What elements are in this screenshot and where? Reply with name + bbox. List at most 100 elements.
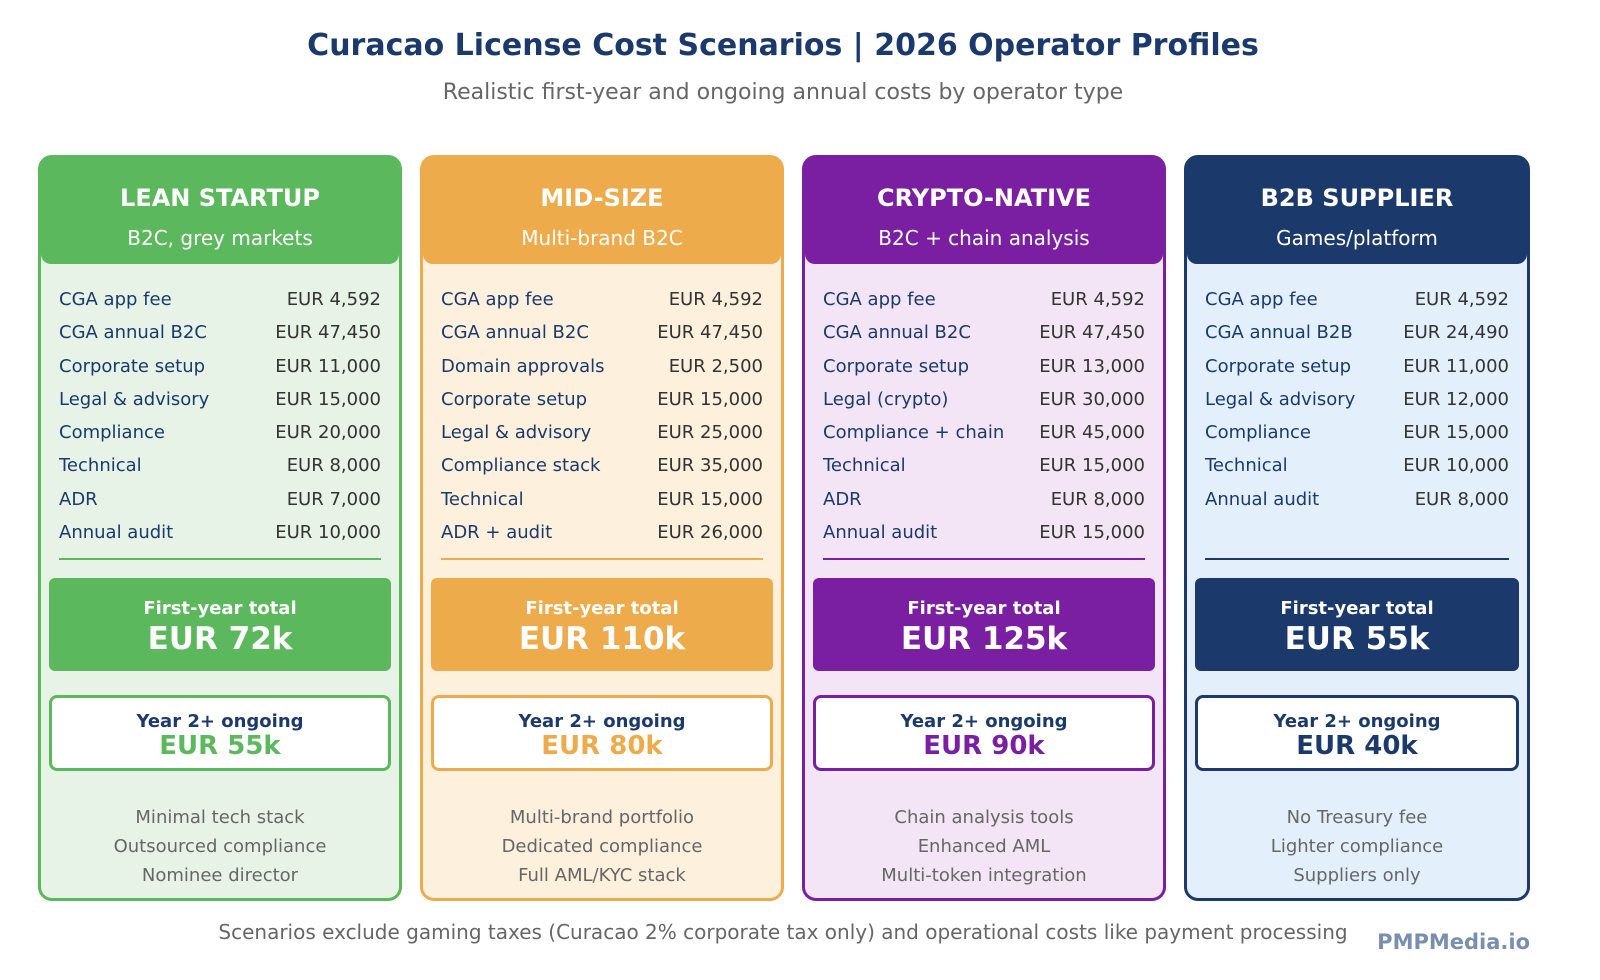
ongoing-total: EUR 55k [159, 731, 281, 761]
cost-amount: EUR 12,000 [1403, 388, 1509, 410]
card-subtitle: B2C, grey markets [127, 226, 313, 250]
cost-amount: EUR 20,000 [275, 422, 381, 444]
cost-label: Domain approvals [441, 355, 605, 377]
ongoing-box: Year 2+ ongoing EUR 80k [431, 695, 773, 771]
cost-amount: EUR 47,450 [275, 322, 381, 344]
cost-row: ADR EUR 7,000 [59, 485, 381, 518]
card: LEAN STARTUP B2C, grey markets CGA app fee… [38, 155, 402, 901]
note: Outsourced compliance [113, 836, 327, 857]
cost-row: CGA app fee EUR 4,592 [823, 285, 1145, 318]
cost-label: Legal & advisory [59, 388, 210, 410]
cost-label: Compliance [1205, 422, 1311, 444]
cost-label: ADR + audit [441, 522, 553, 544]
cost-label: Corporate setup [59, 355, 206, 377]
cost-amount: EUR 10,000 [1403, 455, 1509, 477]
cost-amount: EUR 15,000 [657, 388, 763, 410]
first-year-label: First-year total [1280, 598, 1434, 619]
cost-row: Compliance + chain EUR 45,000 [823, 418, 1145, 451]
title: Curacao License Cost Scenarios | 2026 Op… [307, 28, 1259, 63]
cost-row: CGA app fee EUR 4,592 [441, 285, 763, 318]
cost-row: Corporate setup EUR 13,000 [823, 352, 1145, 385]
cost-label: Annual audit [59, 522, 174, 544]
cost-amount: EUR 35,000 [657, 455, 763, 477]
cost-row: CGA annual B2C EUR 47,450 [59, 318, 381, 351]
ongoing-box: Year 2+ ongoing EUR 40k [1195, 695, 1519, 771]
note: Full AML/KYC stack [518, 865, 686, 886]
cost-row: Corporate setup EUR 11,000 [1205, 352, 1509, 385]
cost-label: Technical [441, 488, 524, 510]
divider [59, 558, 381, 560]
cost-label: CGA annual B2C [823, 322, 971, 344]
note: Lighter compliance [1270, 836, 1444, 857]
cost-amount: EUR 30,000 [1039, 388, 1145, 410]
cost-amount: EUR 47,450 [657, 322, 763, 344]
divider [441, 558, 763, 560]
note: Dedicated compliance [501, 836, 703, 857]
ongoing-box: Year 2+ ongoing EUR 90k [813, 695, 1155, 771]
cost-amount: EUR 2,500 [668, 355, 763, 377]
cost-row: ADR + audit EUR 26,000 [441, 518, 763, 551]
cost-amount: EUR 8,000 [1050, 488, 1145, 510]
note: Suppliers only [1293, 865, 1421, 886]
note: Nominee director [141, 865, 299, 886]
cost-amount: EUR 8,000 [1414, 488, 1509, 510]
cost-amount: EUR 24,490 [1403, 322, 1509, 344]
cost-label: Legal & advisory [441, 422, 592, 444]
cost-row: Corporate setup EUR 15,000 [441, 385, 763, 418]
cost-amount: EUR 15,000 [1403, 422, 1509, 444]
cost-label: Technical [823, 455, 906, 477]
cost-amount: EUR 11,000 [275, 355, 381, 377]
cost-row: ADR EUR 8,000 [823, 485, 1145, 518]
card-header: B2B SUPPLIER Games/platform [1187, 158, 1527, 264]
cost-row: Compliance EUR 20,000 [59, 418, 381, 451]
cost-label: Legal (crypto) [823, 388, 949, 410]
first-year-box: First-year total EUR 125k [813, 578, 1155, 671]
card-header: MID-SIZE Multi-brand B2C [423, 158, 781, 264]
cost-label: Legal & advisory [1205, 388, 1356, 410]
cost-amount: EUR 4,592 [1414, 289, 1509, 310]
ongoing-total: EUR 40k [1296, 731, 1418, 761]
cost-row: CGA app fee EUR 4,592 [1205, 285, 1509, 318]
first-year-total: EUR 125k [900, 621, 1068, 657]
card-title: B2B SUPPLIER [1260, 184, 1454, 212]
cost-row: Technical EUR 8,000 [59, 451, 381, 484]
cost-row: Annual audit EUR 15,000 [823, 518, 1145, 551]
first-year-label: First-year total [525, 598, 679, 619]
cost-label: Corporate setup [441, 388, 588, 410]
ongoing-label: Year 2+ ongoing [900, 711, 1068, 732]
cost-amount: EUR 10,000 [275, 522, 381, 544]
card: MID-SIZE Multi-brand B2C CGA app fee EUR 4,… [420, 155, 784, 901]
cost-row: Annual audit EUR 10,000 [59, 518, 381, 551]
card: CRYPTO-NATIVE B2C + chain analysis CGA app… [802, 155, 1166, 901]
cost-row: CGA annual B2B EUR 24,490 [1205, 318, 1509, 351]
footer-note: Scenarios exclude gaming taxes (Curacao … [218, 920, 1348, 944]
ongoing-label: Year 2+ ongoing [136, 711, 304, 732]
ongoing-label: Year 2+ ongoing [518, 711, 686, 732]
note: Multi-token integration [881, 865, 1087, 886]
cost-amount: EUR 15,000 [657, 488, 763, 510]
cost-label: Compliance stack [441, 455, 601, 477]
divider [823, 558, 1145, 560]
card-subtitle: B2C + chain analysis [878, 226, 1090, 250]
card: B2B SUPPLIER Games/platform CGA app fee EUR… [1184, 155, 1530, 901]
cost-label: Technical [1205, 455, 1288, 477]
cost-list: CGA app fee EUR 4,592 CGA annual B2C EUR 47… [59, 285, 381, 551]
cost-label: Compliance + chain [823, 422, 1005, 444]
cost-row: Annual audit EUR 8,000 [1205, 485, 1509, 518]
cost-label: CGA app fee [1205, 289, 1318, 310]
cost-amount: EUR 4,592 [1050, 289, 1145, 310]
cost-row: Legal & advisory EUR 15,000 [59, 385, 381, 418]
cost-row: CGA annual B2C EUR 47,450 [441, 318, 763, 351]
cost-label: Corporate setup [823, 355, 970, 377]
notes: No Treasury fee Lighter compliance Supplie… [1187, 803, 1527, 890]
first-year-total: EUR 55k [1284, 621, 1430, 657]
cost-amount: EUR 45,000 [1039, 422, 1145, 444]
cost-list: CGA app fee EUR 4,592 CGA annual B2B EUR 24… [1205, 285, 1509, 518]
cost-label: CGA app fee [441, 289, 554, 310]
cost-list: CGA app fee EUR 4,592 CGA annual B2C EUR 47… [441, 285, 763, 551]
cost-amount: EUR 15,000 [275, 388, 381, 410]
first-year-total: EUR 72k [147, 621, 293, 657]
subtitle: Realistic first-year and ongoing annual … [442, 80, 1124, 105]
cost-row: Legal & advisory EUR 12,000 [1205, 385, 1509, 418]
cost-label: CGA app fee [823, 289, 936, 310]
